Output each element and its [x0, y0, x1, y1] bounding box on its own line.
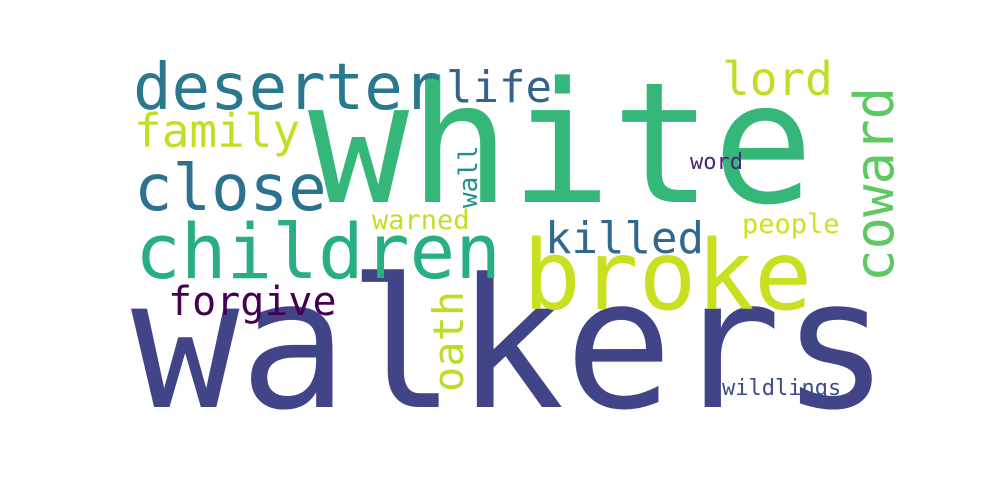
word-family: family — [134, 104, 301, 158]
word-close: close — [134, 152, 327, 226]
word-wall: wall — [454, 145, 484, 208]
word-deserter: deserter — [133, 51, 442, 125]
word-killed: killed — [545, 213, 704, 264]
word-wildlings: wildlings — [722, 376, 842, 401]
word-word: word — [690, 150, 743, 175]
word-lord: lord — [722, 52, 833, 106]
word-broke: broke — [523, 220, 812, 332]
word-coward: coward — [843, 86, 906, 282]
word-walkers: walkers — [131, 241, 890, 450]
word-people: people — [742, 209, 840, 240]
word-forgive: forgive — [168, 279, 337, 325]
word-oath: oath — [424, 290, 473, 392]
word-children: children — [135, 207, 502, 296]
word-life: life — [446, 62, 552, 113]
word-warned: warned — [372, 205, 470, 236]
word-white: white — [308, 46, 814, 242]
